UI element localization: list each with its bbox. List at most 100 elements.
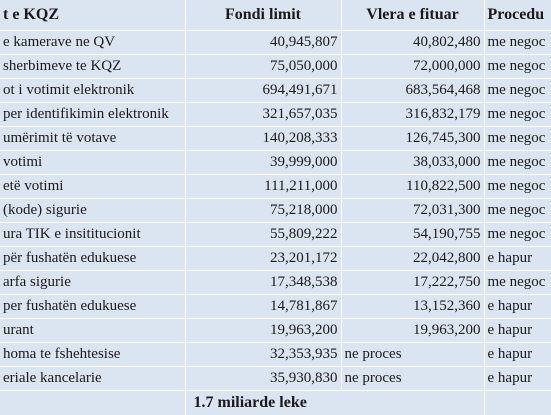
procedure-cell: me negoc xyxy=(484,174,551,199)
item-text: umërimit të votave xyxy=(3,130,117,146)
item-cell: per fushatën edukuese xyxy=(0,294,186,319)
amount-cell: 72,000,000 xyxy=(341,54,485,79)
header-cell: t e KQZ xyxy=(0,0,186,31)
amount-cell: 40,945,807 xyxy=(185,30,342,55)
total-row: 1.7 miliarde leke xyxy=(0,390,551,415)
item-cell: arfa sigurie xyxy=(0,270,186,295)
procedure-cell: me negoc xyxy=(484,222,551,247)
table-row: (kode) sigurie 75,218,000 72,031,300 me neg… xyxy=(0,198,551,223)
item-cell: për fushatën edukuese xyxy=(0,246,186,271)
procedure-cell: me negoc xyxy=(484,54,551,79)
table-row: etë votimi 111,211,000 110,822,500 me negoc xyxy=(0,174,551,199)
item-cell: per identifikimin elektronik xyxy=(0,102,186,127)
header-cell: Vlera e fituar xyxy=(341,0,485,31)
amount-cell: 54,190,755 xyxy=(341,222,485,247)
amount-cell: 110,822,500 xyxy=(341,174,485,199)
amount-cell: 39,999,000 xyxy=(185,150,342,175)
item-text: (kode) sigurie xyxy=(3,202,87,218)
procedure-cell: me negoc xyxy=(484,126,551,151)
table-row: e kamerave ne QV 40,945,807 40,802,480 me n… xyxy=(0,30,551,55)
item-cell: etë votimi xyxy=(0,174,186,199)
amount-cell: 75,050,000 xyxy=(185,54,342,79)
amount-cell: 75,218,000 xyxy=(185,198,342,223)
item-cell: urant xyxy=(0,318,186,343)
item-cell: ura TIK e insititucionit xyxy=(0,222,186,247)
amount-cell: 321,657,035 xyxy=(185,102,342,127)
total-cell: 1.7 miliarde leke xyxy=(185,390,485,415)
amount-cell: 111,211,000 xyxy=(185,174,342,199)
procedure-cell: me negoc xyxy=(484,270,551,295)
item-text: etë votimi xyxy=(3,178,64,194)
amount-cell: 316,832,179 xyxy=(341,102,485,127)
item-cell: e kamerave ne QV xyxy=(0,30,186,55)
amount-cell: 35,930,830 xyxy=(185,366,342,391)
procedure-cell: e hapur xyxy=(484,294,551,319)
amount-cell: 72,031,300 xyxy=(341,198,485,223)
procedure-cell: e hapur xyxy=(484,318,551,343)
item-cell: umërimit të votave xyxy=(0,126,186,151)
item-text: për fushatën edukuese xyxy=(3,250,137,266)
table-row: per fushatën edukuese 14,781,867 13,152,36… xyxy=(0,294,551,319)
table-row: ura TIK e insititucionit 55,809,222 54,190… xyxy=(0,222,551,247)
table-body: e kamerave ne QV 40,945,807 40,802,480 me n… xyxy=(0,30,551,415)
amount-cell: ne proces xyxy=(341,366,485,391)
table-row: sherbimeve te KQZ 75,050,000 72,000,000 me … xyxy=(0,54,551,79)
item-cell: votimi xyxy=(0,150,186,175)
item-text: ot i votimit elektronik xyxy=(3,82,135,98)
procedure-cell: e hapur xyxy=(484,342,551,367)
amount-cell: 55,809,222 xyxy=(185,222,342,247)
table-row: eriale kancelarie 35,930,830 ne proces e ha… xyxy=(0,366,551,391)
amount-cell: 19,963,200 xyxy=(185,318,342,343)
item-cell: homa te fshehtesise xyxy=(0,342,186,367)
amount-cell: 38,033,000 xyxy=(341,150,485,175)
item-cell: ot i votimit elektronik xyxy=(0,78,186,103)
table-row: homa te fshehtesise 32,353,935 ne proces e … xyxy=(0,342,551,367)
item-text: homa te fshehtesise xyxy=(3,346,121,362)
item-cell: eriale kancelarie xyxy=(0,366,186,391)
table-row: umërimit të votave 140,208,333 126,745,300… xyxy=(0,126,551,151)
item-text: arfa sigurie xyxy=(3,274,71,290)
item-text: sherbimeve te KQZ xyxy=(3,58,122,74)
header-row: t e KQZ Fondi limit Vlera e fituar Procedu xyxy=(0,0,551,31)
empty-cell xyxy=(484,390,551,415)
amount-cell: 683,564,468 xyxy=(341,78,485,103)
procedure-cell: me negoc xyxy=(484,198,551,223)
item-text: votimi xyxy=(3,154,43,170)
item-text: eriale kancelarie xyxy=(3,370,102,386)
table-row: për fushatën edukuese 23,201,172 22,042,80… xyxy=(0,246,551,271)
procedure-cell: me negoc xyxy=(484,30,551,55)
procedure-cell: me negoc xyxy=(484,78,551,103)
item-text: urant xyxy=(3,322,34,338)
procedure-cell: me negoc xyxy=(484,102,551,127)
amount-cell: 140,208,333 xyxy=(185,126,342,151)
table-row: ot i votimit elektronik 694,491,671 683,56… xyxy=(0,78,551,103)
item-text: e kamerave ne QV xyxy=(3,34,116,50)
item-text: per fushatën edukuese xyxy=(3,298,137,314)
item-cell: sherbimeve te KQZ xyxy=(0,54,186,79)
amount-cell: ne proces xyxy=(341,342,485,367)
item-text: ura TIK e insititucionit xyxy=(3,226,141,242)
header-cell: Procedu xyxy=(484,0,551,31)
table-row: votimi 39,999,000 38,033,000 me negoc xyxy=(0,150,551,175)
procedure-cell: e hapur xyxy=(484,366,551,391)
amount-cell: 19,963,200 xyxy=(341,318,485,343)
amount-cell: 32,353,935 xyxy=(185,342,342,367)
amount-cell: 22,042,800 xyxy=(341,246,485,271)
amount-cell: 17,222,750 xyxy=(341,270,485,295)
amount-cell: 14,781,867 xyxy=(185,294,342,319)
table-row: per identifikimin elektronik 321,657,035 3… xyxy=(0,102,551,127)
empty-cell xyxy=(0,390,186,415)
amount-cell: 40,802,480 xyxy=(341,30,485,55)
procedure-cell: me negoc xyxy=(484,150,551,175)
item-text: per identifikimin elektronik xyxy=(3,106,169,122)
item-cell: (kode) sigurie xyxy=(0,198,186,223)
amount-cell: 126,745,300 xyxy=(341,126,485,151)
table-row: arfa sigurie 17,348,538 17,222,750 me negoc xyxy=(0,270,551,295)
amount-cell: 694,491,671 xyxy=(185,78,342,103)
amount-cell: 13,152,360 xyxy=(341,294,485,319)
amount-cell: 17,348,538 xyxy=(185,270,342,295)
procedure-cell: e hapur xyxy=(484,246,551,271)
amount-cell: 23,201,172 xyxy=(185,246,342,271)
